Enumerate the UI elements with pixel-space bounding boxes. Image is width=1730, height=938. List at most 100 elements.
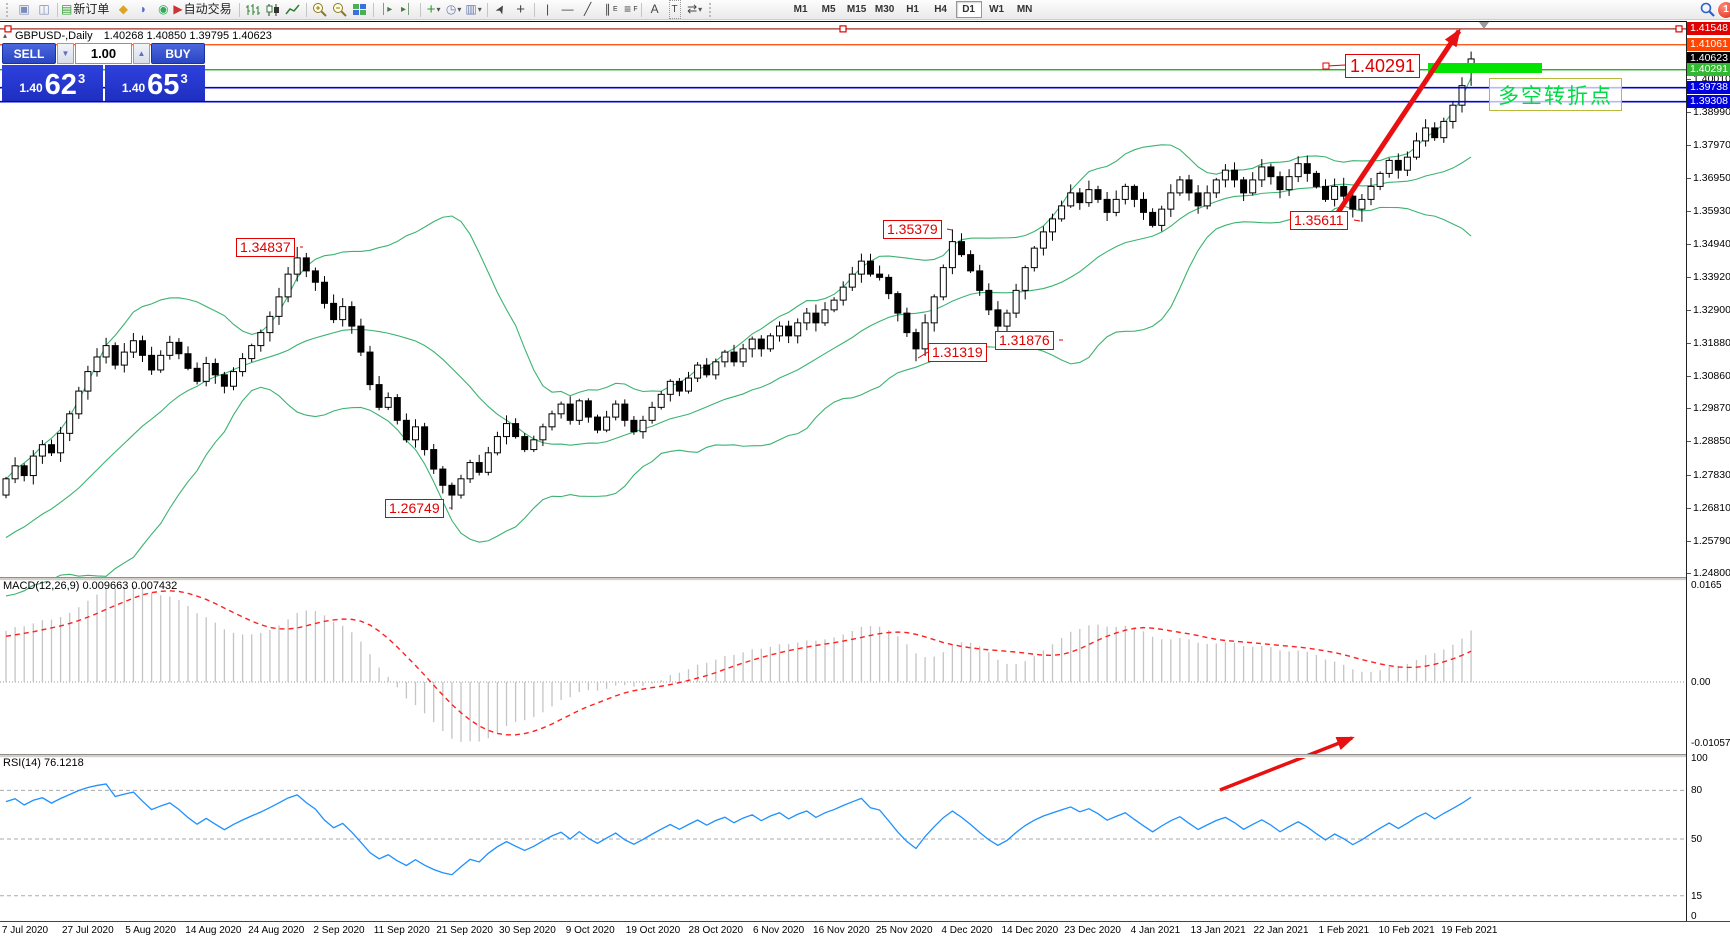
date-axis-label: 9 Oct 2020 xyxy=(565,925,615,936)
toolbar-separator xyxy=(372,2,374,17)
timeframe-button-w1[interactable]: W1 xyxy=(989,4,1005,15)
toolbar-grip xyxy=(6,2,10,17)
auto-scroll-icon: │▸ xyxy=(380,4,393,15)
periods-button[interactable]: ◷ ▾ xyxy=(444,1,464,18)
price-level-badge: 1.39738 xyxy=(1687,81,1730,95)
autotrading-button[interactable]: ▶ 自动交易 xyxy=(173,1,235,18)
auto-scroll-button[interactable]: │▸ xyxy=(377,1,397,18)
crosshair-icon: + xyxy=(516,1,525,18)
toolbar-separator xyxy=(57,2,58,17)
toolbar-separator xyxy=(486,2,488,17)
date-axis-label: 5 Aug 2020 xyxy=(125,925,176,936)
data-window-icon-icon: ◫ xyxy=(38,2,50,16)
timeframe-button-m30[interactable]: M30 xyxy=(874,4,895,15)
price-tick-label: 1.25790 xyxy=(1687,534,1730,547)
arrows-button[interactable]: ⇄ ▾ xyxy=(685,1,705,18)
text-label-icon: T xyxy=(668,0,681,19)
chevron-down-icon[interactable]: ▾ xyxy=(477,5,482,14)
rsi-panel-divider[interactable] xyxy=(0,754,1730,758)
price-callout-label[interactable]: 1.40291 xyxy=(1345,54,1421,78)
price-callout-label[interactable]: 1.35379 xyxy=(883,220,942,239)
date-axis-label: 2 Sep 2020 xyxy=(313,925,365,936)
timeframe-button-m1[interactable]: M1 xyxy=(793,4,808,15)
chevron-down-icon[interactable]: ▾ xyxy=(698,5,703,14)
horizontal-line-icon: — xyxy=(561,2,574,16)
text-label-button[interactable]: T xyxy=(665,0,685,19)
fibonacci-button[interactable]: ≡ F xyxy=(624,2,638,16)
rsi-scale-label: 50 xyxy=(1691,834,1703,845)
autotrading-button-label: 自动交易 xyxy=(183,2,232,16)
price-tick-label: 1.31880 xyxy=(1687,337,1730,349)
chart-window-icon[interactable]: ▣ xyxy=(14,1,34,18)
metaeditor-icon-icon: ◆ xyxy=(118,2,128,16)
timeframe-button-m5[interactable]: M5 xyxy=(821,4,836,15)
periods-icon: ◷ xyxy=(445,2,457,16)
horizontal-line-button[interactable]: — xyxy=(558,1,578,18)
date-axis-label: 24 Aug 2020 xyxy=(248,925,305,936)
terminal-icon[interactable]: ◗ xyxy=(133,1,153,18)
price-callout-label[interactable]: 1.31319 xyxy=(928,343,987,362)
macd-indicator-label: MACD(12,26,9) 0.009663 0.007432 xyxy=(3,580,178,592)
chevron-down-icon[interactable]: ▾ xyxy=(457,5,462,14)
date-axis-label: 11 Sep 2020 xyxy=(373,925,430,936)
tile-windows-icon xyxy=(353,4,367,15)
zoom-out-button[interactable] xyxy=(330,1,350,18)
buy-price-button[interactable]: 1.40 65 3 xyxy=(104,65,205,101)
timeframe-button-d1[interactable]: D1 xyxy=(955,1,982,18)
buy-pipette: 3 xyxy=(180,71,188,86)
volume-decrease-button[interactable]: ▼ xyxy=(57,43,74,64)
buy-button[interactable]: BUY xyxy=(151,43,205,64)
timeframe-button-h1[interactable]: H1 xyxy=(906,4,919,15)
turning-point-annotation[interactable]: 多空转折点 xyxy=(1489,78,1622,111)
timeframe-button-mn[interactable]: MN xyxy=(1016,4,1033,15)
data-window-icon[interactable]: ◫ xyxy=(34,1,54,18)
new-order-button[interactable]: ▤ 新订单 xyxy=(61,1,113,18)
trendline-button[interactable]: ╱ xyxy=(578,1,598,18)
equidistant-channel-button[interactable]: ∥ E xyxy=(604,2,618,16)
zoom-in-button[interactable] xyxy=(310,1,330,18)
price-level-badge: 1.41061 xyxy=(1687,38,1730,52)
text-button[interactable]: A xyxy=(645,1,665,18)
bar-chart-button[interactable] xyxy=(243,1,263,18)
search-icon[interactable] xyxy=(1697,1,1717,18)
chart-corner-icon: ▴ xyxy=(3,31,8,40)
vertical-line-button[interactable]: | xyxy=(538,1,558,18)
price-level-badge: 1.39308 xyxy=(1687,95,1730,109)
price-level-badge: 1.40623 xyxy=(1687,52,1730,66)
date-axis-label: 22 Jan 2021 xyxy=(1253,925,1309,936)
timeframe-button-m15[interactable]: M15 xyxy=(846,4,867,15)
price-callout-label[interactable]: 1.34837 xyxy=(236,238,295,257)
macd-panel-divider[interactable] xyxy=(0,577,1730,581)
price-callout-label[interactable]: 1.31876 xyxy=(995,331,1054,350)
volume-increase-button[interactable]: ▲ xyxy=(133,43,150,64)
indicators-button[interactable]: + ▾ xyxy=(424,1,444,18)
date-axis-label: 25 Nov 2020 xyxy=(875,925,933,936)
metaeditor-icon[interactable]: ◆ xyxy=(113,1,133,18)
price-tick-label: 1.33920 xyxy=(1687,270,1730,283)
chart-shift-button[interactable]: ▸│ xyxy=(397,1,417,18)
new-order-icon: ▤ xyxy=(61,2,73,16)
price-scale[interactable]: 1.40010 1.38990 1.37970 1.36950 1.35930 1.349… xyxy=(1687,21,1730,921)
toolbar-separator xyxy=(640,2,642,17)
sell-price-button[interactable]: 1.40 62 3 xyxy=(2,65,103,101)
candlestick-chart-button[interactable] xyxy=(263,1,283,18)
cursor-button[interactable]: ➤ xyxy=(491,1,511,18)
templates-button[interactable]: ▥ ▾ xyxy=(464,1,484,18)
price-tick-label: 1.26810 xyxy=(1687,501,1730,514)
date-axis-label: 21 Sep 2020 xyxy=(436,925,493,936)
rsi-scale-label: 15 xyxy=(1691,890,1703,902)
price-callout-label[interactable]: 1.26749 xyxy=(385,499,444,518)
price-callout-label[interactable]: 1.35611 xyxy=(1290,211,1348,230)
crosshair-button[interactable]: + xyxy=(511,1,531,18)
tile-windows-button[interactable] xyxy=(350,1,370,18)
sell-button[interactable]: SELL xyxy=(2,43,56,64)
volume-input[interactable] xyxy=(75,43,132,64)
line-chart-button[interactable] xyxy=(283,1,303,18)
notification-badge[interactable]: 1 xyxy=(1717,0,1730,19)
timeframe-button-h4[interactable]: H4 xyxy=(934,4,947,15)
signals-icon[interactable]: ◉ xyxy=(153,1,173,18)
macd-scale-label: 0.00 xyxy=(1691,677,1711,688)
chevron-down-icon[interactable]: ▾ xyxy=(436,5,441,14)
rsi-scale-label: 80 xyxy=(1691,785,1703,797)
